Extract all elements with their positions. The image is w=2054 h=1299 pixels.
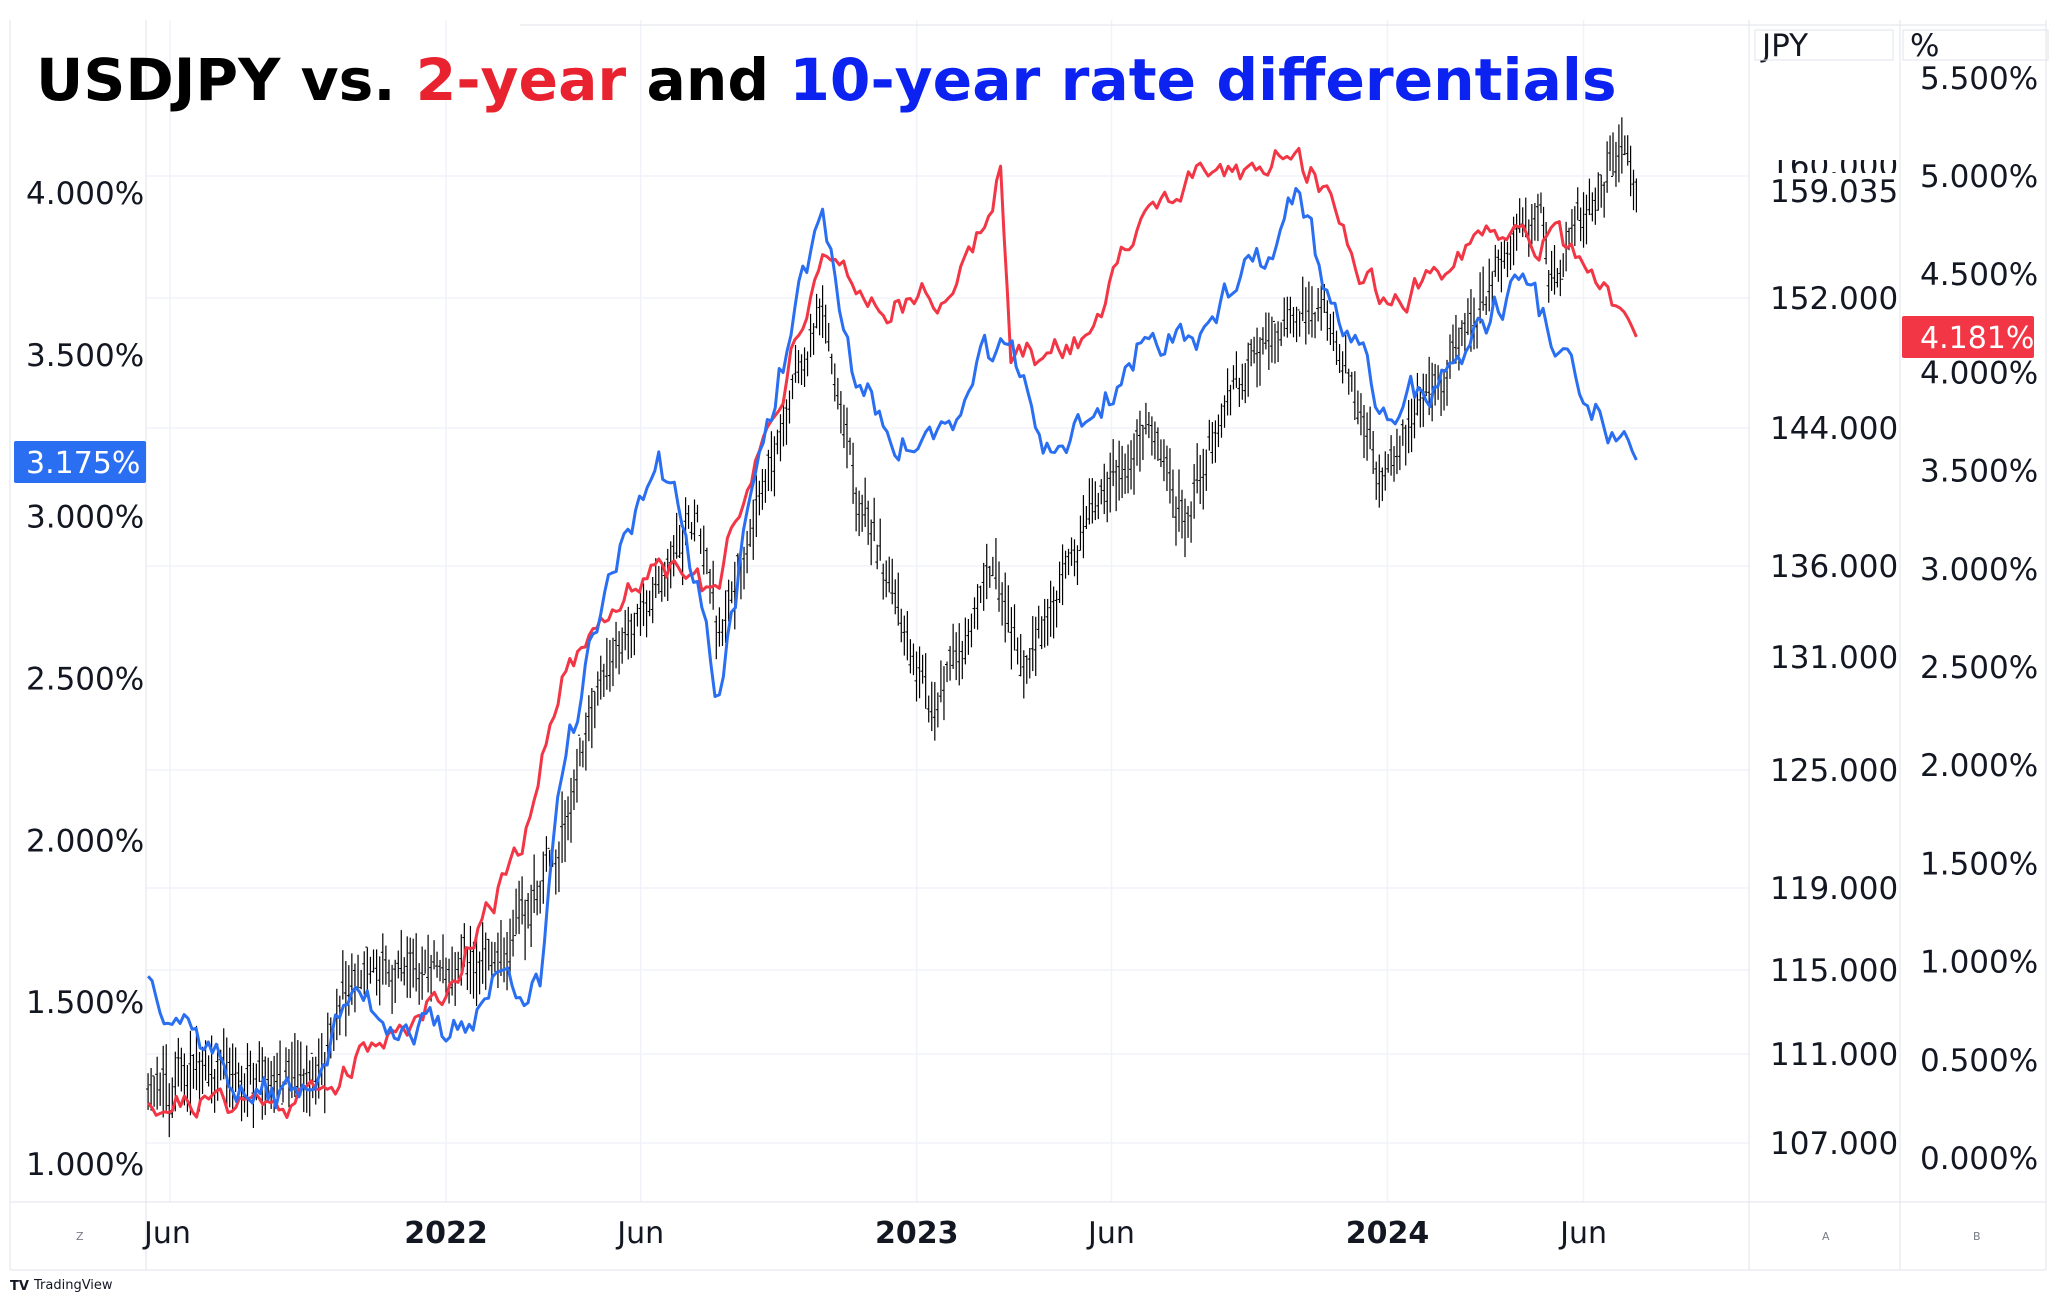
chart-title: USDJPY vs. 2-year and 10-year rate diffe… <box>36 46 1617 114</box>
pct-scale-tick-label: 2.000% <box>1920 748 2038 784</box>
jpy-scale-tick-label: 136.000 <box>1770 549 1898 585</box>
usdjpy-series[interactable] <box>146 117 1638 1138</box>
pct-scale-tick-label: 3.000% <box>1920 552 2038 588</box>
left-price-scale[interactable]: 4.000% 3.500% 3.000% 2.500% 2.000% 1.500% 1.00… <box>26 176 144 1183</box>
pct-scale-tick-label: 4.000% <box>1920 355 2038 391</box>
two-year-series-line[interactable] <box>146 146 1638 1119</box>
jpy-scale-header: JPY <box>1760 28 1808 64</box>
time-axis-label: Jun <box>142 1216 191 1251</box>
pct-scale-tick-label: 4.500% <box>1920 257 2038 293</box>
left-scale-tick-label: 1.000% <box>26 1147 144 1183</box>
jpy-pane-mark[interactable]: A <box>1822 1230 1830 1243</box>
time-axis-label: Jun <box>615 1216 664 1251</box>
pct-scale-tick-label: 5.000% <box>1920 159 2038 195</box>
left-pane-mark[interactable]: Z <box>76 1230 84 1243</box>
pct-scale-tick-label: 2.500% <box>1920 650 2038 686</box>
jpy-scale-tick-label: 119.000 <box>1770 871 1898 907</box>
jpy-scale-tick-label: 125.000 <box>1770 753 1898 789</box>
pct-price-scale[interactable]: 5.500% 5.000% 4.500% 4.000% 3.500% 3.000% 2.50… <box>1920 61 2038 1177</box>
pct-scale-tick-label: 1.500% <box>1920 846 2038 882</box>
pane-borders <box>9 20 2047 1271</box>
ten-year-last-value-badge: 3.175% <box>14 441 146 483</box>
pct-scale-tick-label: 3.500% <box>1920 454 2038 490</box>
chart-title-segment: 2-year <box>416 46 627 114</box>
series-layer[interactable] <box>146 117 1638 1138</box>
pct-scale-tick-label: 1.000% <box>1920 945 2038 981</box>
two-year-badge-background <box>1902 316 2034 358</box>
pct-scale-tick-label: 5.500% <box>1920 61 2038 97</box>
left-scale-tick-label: 4.000% <box>26 176 144 212</box>
left-scale-tick-label: 2.500% <box>26 662 144 698</box>
chart-title-segment: USDJPY vs. <box>36 46 416 114</box>
pct-scale-header-box <box>1902 29 2049 61</box>
pct-scale-header: % <box>1910 28 1939 64</box>
grid-lines <box>146 20 1749 1202</box>
time-axis-label: 2023 <box>875 1216 959 1251</box>
ten-year-series-line[interactable] <box>146 187 1638 1110</box>
jpy-scale-tick-label: 115.000 <box>1770 953 1898 989</box>
left-scale-tick-label: 2.000% <box>26 823 144 859</box>
left-scale-tick-label: 3.000% <box>26 500 144 536</box>
ten-year-badge-text: 3.175% <box>26 446 140 481</box>
two-year-badge-text: 4.181% <box>1920 321 2034 356</box>
two-year-last-value-badge: 4.181% <box>1902 316 2034 358</box>
jpy-scale-tick-label: 144.000 <box>1770 411 1898 447</box>
time-axis-label: Jun <box>1558 1216 1607 1251</box>
tradingview-logo-icon: TV <box>10 1279 29 1294</box>
tradingview-logo[interactable]: TV TradingView <box>10 1278 113 1294</box>
time-axis-label: 2022 <box>404 1216 488 1251</box>
chart-title-segment: and <box>626 46 789 114</box>
chart-title-segment: 10-year rate differentials <box>789 46 1616 114</box>
left-scale-tick-label: 1.500% <box>26 985 144 1021</box>
jpy-scale-tick-label-partial: 160.000 <box>1770 148 1898 184</box>
time-axis[interactable]: Jun 2022 Jun 2023 Jun 2024 Jun <box>142 1216 1607 1251</box>
ten-year-badge-background <box>14 441 146 483</box>
pct-scale-tick-label: 0.000% <box>1920 1141 2038 1177</box>
jpy-scale-tick-label: 159.035 <box>1770 174 1898 210</box>
pct-pane-mark[interactable]: B <box>1973 1230 1981 1243</box>
jpy-scale-tick-label: 131.000 <box>1770 640 1898 676</box>
pct-scale-tick-label: 0.500% <box>1920 1043 2038 1079</box>
tradingview-logo-text: TradingView <box>33 1278 113 1293</box>
jpy-scale-tick-label: 152.000 <box>1770 281 1898 317</box>
jpy-scale-header-box <box>1754 29 1894 61</box>
jpy-scale-tick-label: 107.000 <box>1770 1126 1898 1162</box>
time-axis-label: Jun <box>1086 1216 1135 1251</box>
time-axis-label: 2024 <box>1346 1216 1430 1251</box>
left-scale-tick-label: 3.500% <box>26 338 144 374</box>
jpy-scale-tick-label: 111.000 <box>1770 1037 1898 1073</box>
